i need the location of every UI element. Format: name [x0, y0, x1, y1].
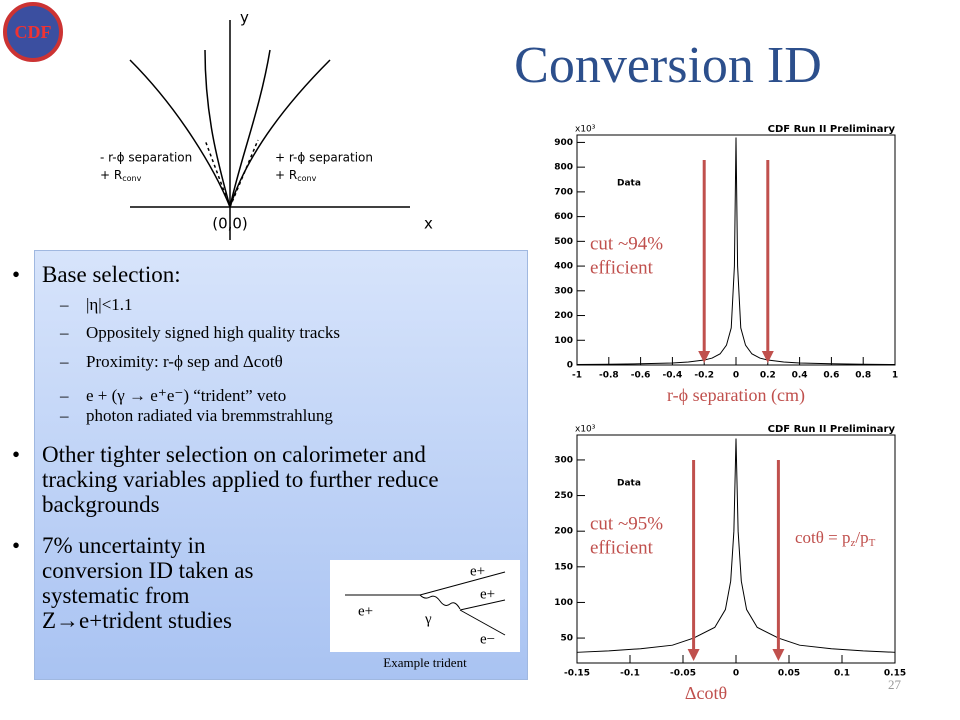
extrapolation [204, 139, 259, 208]
y-tick-label: 50 [560, 634, 573, 644]
y-tick-label: 600 [554, 212, 573, 222]
y-tick-label: 200 [554, 311, 573, 321]
y-tick-label: 200 [554, 527, 573, 537]
x-tick-label: 0.15 [884, 669, 906, 679]
x-tick-label: -0.8 [599, 371, 619, 381]
track [229, 49, 271, 208]
legend: Data [617, 179, 641, 189]
formula-part: /p [855, 528, 868, 547]
particle: e+ [470, 563, 485, 579]
axis-label: x [424, 215, 433, 233]
particle: γ [424, 611, 432, 627]
x-tick-label: 0.2 [760, 371, 776, 381]
formula-part: z [851, 537, 856, 549]
cut-arrow-head [772, 649, 785, 661]
x-tick-label: -0.2 [694, 371, 714, 381]
y-tick-label: 0 [567, 361, 573, 371]
page-number: 27 [888, 677, 902, 692]
x-tick-label: -0.05 [670, 669, 696, 679]
formula-part: cotθ = p [795, 528, 851, 547]
sub-bullet: |η|<1.1 [60, 295, 132, 315]
diagram [129, 20, 410, 240]
track [129, 59, 231, 208]
diagram-label: - r-ϕ separation [100, 151, 192, 165]
bullet: Base selection: [12, 262, 181, 287]
x-tick-label: -1 [572, 371, 582, 381]
y-tick-label: 100 [554, 336, 573, 346]
sub-bullet: Oppositely signed high quality tracks [60, 323, 340, 343]
cut-arrow-head [698, 351, 711, 363]
x-tick-label: 1 [892, 371, 898, 381]
y-tick-label: 300 [554, 286, 573, 296]
x-tick-label: -0.4 [663, 371, 683, 381]
x-tick-label: 0.1 [834, 669, 850, 679]
y-tick-label: 900 [554, 138, 573, 148]
cut-arrow-head [687, 649, 700, 661]
y-multiplier: x10³ [575, 125, 596, 135]
slide-title: Conversion ID [514, 37, 822, 94]
particle: e+ [358, 603, 373, 619]
sub-bullet-text: photon radiated via bremmstrahlung [86, 406, 333, 425]
annotation: efficient [590, 537, 654, 558]
diagram-label: + r-ϕ separation [275, 151, 373, 165]
x-tick-label: -0.15 [564, 669, 590, 679]
logo-text: CDF [15, 22, 52, 42]
annotation: cut ~94% [590, 233, 663, 254]
x-tick-label: 0.05 [778, 669, 800, 679]
x-axis-label: Δcotθ [685, 683, 727, 703]
diagram-label: + Rconv [275, 168, 317, 183]
formula-part: T [869, 537, 876, 549]
y-tick-label: 100 [554, 598, 573, 608]
annotation: cut ~95% [590, 513, 663, 534]
y-tick-label: 250 [554, 491, 573, 501]
y-multiplier: x10³ [575, 425, 596, 435]
sub-bullet-cont: photon radiated via bremmstrahlung [60, 406, 333, 426]
x-tick-label: 0 [733, 669, 739, 679]
origin-label: (0,0) [212, 215, 248, 233]
formula: cotθ = pz/pT [795, 528, 876, 549]
bullet: Other tighter selection on calorimeter a… [12, 442, 482, 517]
caption: Example trident [383, 655, 467, 670]
x-tick-label: -0.6 [631, 371, 651, 381]
y-tick-label: 400 [554, 262, 573, 272]
x-tick-label: 0.4 [792, 371, 808, 381]
particle: e− [480, 631, 495, 647]
y-tick-label: 300 [554, 455, 573, 465]
legend: Data [617, 479, 641, 489]
diagram-label: + Rconv [100, 168, 142, 183]
particle: e+ [480, 586, 495, 602]
x-tick-label: 0.8 [855, 371, 871, 381]
x-tick-label: 0 [733, 371, 739, 381]
plot-title: CDF Run II Preliminary [768, 424, 896, 435]
y-tick-label: 700 [554, 187, 573, 197]
track [204, 49, 231, 208]
annotation: efficient [590, 257, 654, 278]
trident-diagram: e+ e+ γ e+ e− [330, 560, 520, 652]
bullet: 7% uncertainty in conversion ID taken as… [12, 533, 292, 633]
cut-arrow-head [761, 351, 774, 363]
data-line [576, 438, 896, 653]
x-axis-label: r-ϕ separation (cm) [667, 385, 805, 406]
x-tick-label: 0.6 [823, 371, 839, 381]
axis-label: y [240, 9, 249, 27]
data-line [576, 137, 896, 366]
x-tick-label: -0.1 [620, 669, 640, 679]
plot-title: CDF Run II Preliminary [768, 124, 896, 135]
y-tick-label: 800 [554, 163, 573, 173]
sub-bullet: Proximity: r-ϕ sep and Δcotθ [60, 352, 283, 372]
y-tick-label: 500 [554, 237, 573, 247]
logo [3, 2, 63, 62]
y-tick-label: 150 [554, 562, 573, 572]
sub-bullet: e + (γ → e⁺e⁻) “trident” veto [60, 386, 286, 406]
